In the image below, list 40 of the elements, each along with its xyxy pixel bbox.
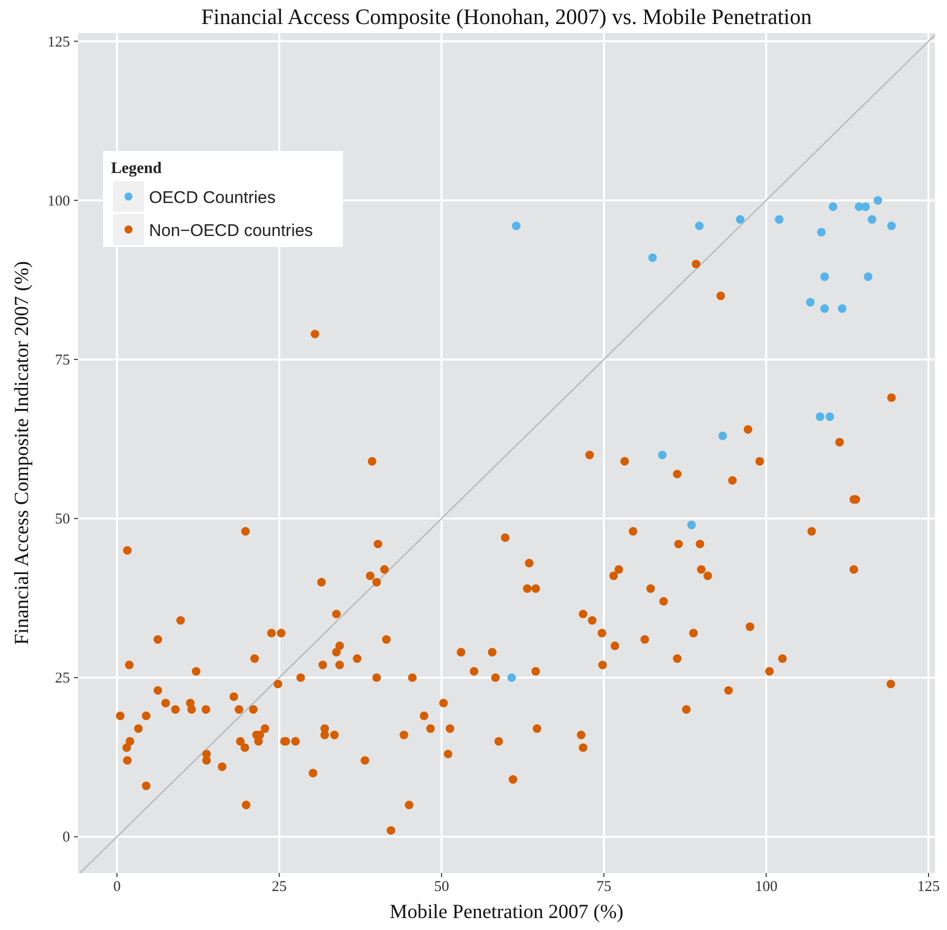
y-axis-title: Financial Access Composite Indicator 2007 (%)	[11, 261, 33, 645]
y-tick-label: 100	[48, 193, 70, 210]
x-tick-label: 0	[113, 879, 121, 895]
point	[838, 304, 846, 313]
point	[874, 196, 882, 205]
legend-label: OECD Countries	[149, 188, 276, 207]
x-tick-label: 25	[272, 879, 287, 895]
point	[736, 215, 745, 224]
point	[658, 450, 667, 460]
point	[816, 412, 824, 422]
x-tick-label: 125	[917, 879, 940, 895]
x-axis-title: Mobile Penetration 2007 (%)	[390, 901, 624, 923]
point	[828, 202, 838, 212]
point	[820, 304, 829, 313]
x-tick-label: 75	[596, 879, 612, 895]
chart-title: Financial Access Composite (Honohan, 2007) vs. Mobile Penetration	[201, 4, 812, 29]
y-tick-label: 75	[55, 352, 70, 368]
x-tick-label: 100	[754, 879, 778, 895]
point	[861, 202, 870, 212]
point	[687, 520, 696, 530]
y-tick-label: 125	[48, 34, 70, 50]
y-tick-label: 0	[62, 830, 70, 846]
point	[817, 228, 826, 236]
point	[718, 432, 727, 440]
point	[820, 272, 829, 282]
legend-label: Non−OECD countries	[149, 221, 313, 240]
point	[887, 222, 896, 230]
y-tick-label: 50	[55, 512, 70, 528]
legend-title: Legend	[111, 160, 162, 177]
point	[648, 253, 657, 262]
point	[774, 215, 784, 224]
point	[826, 412, 834, 422]
y-tick-label: 25	[55, 670, 70, 687]
point	[512, 222, 521, 230]
point	[695, 222, 704, 230]
point	[507, 673, 516, 682]
point	[868, 215, 876, 224]
point	[806, 298, 815, 306]
point	[864, 272, 872, 282]
x-tick-label: 50	[434, 879, 450, 895]
